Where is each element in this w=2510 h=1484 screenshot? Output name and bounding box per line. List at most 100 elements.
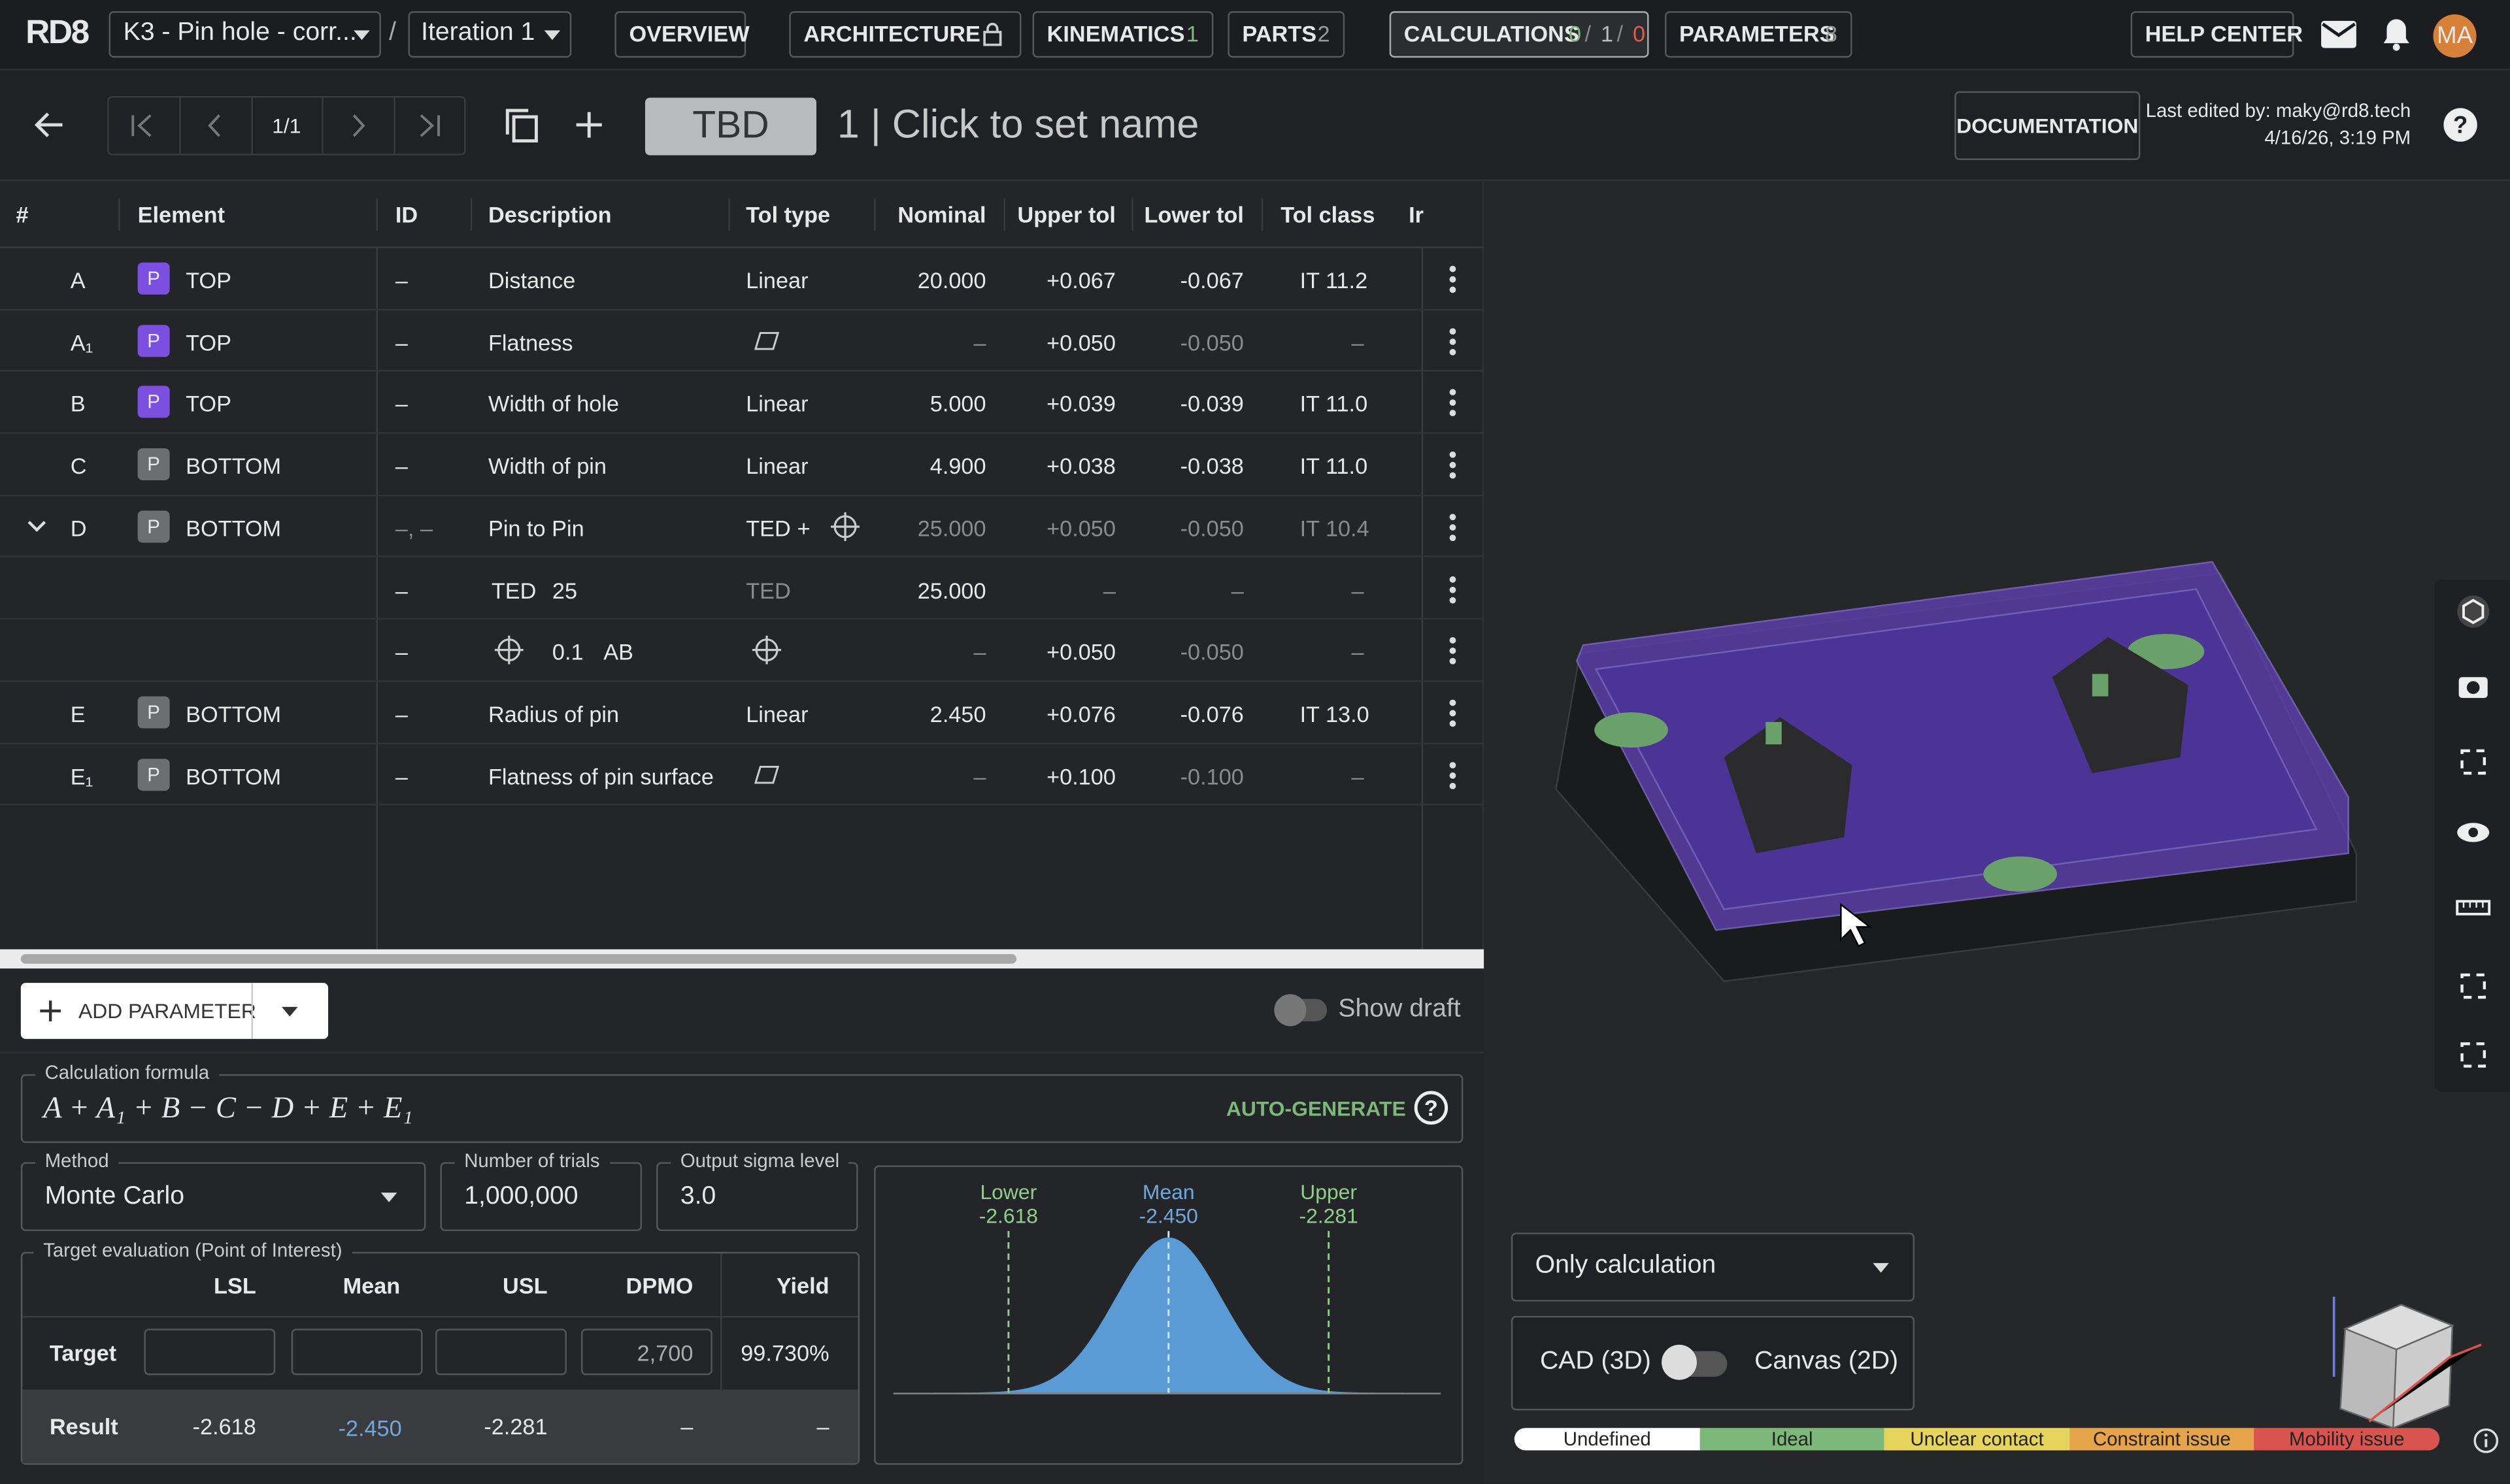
back-arrow[interactable]: [33, 109, 65, 141]
viewer-tool[interactable]: [2456, 970, 2491, 1002]
nav-tab[interactable]: [1032, 11, 1214, 58]
target-input[interactable]: [580, 1328, 712, 1376]
table-row[interactable]: [0, 558, 1484, 620]
documentation-button[interactable]: DOCUMENTATION: [1954, 91, 2141, 160]
cad-label: CAD (3D): [1539, 1347, 1651, 1376]
column-header: Lower tol: [1144, 201, 1244, 227]
column-header: USL: [502, 1272, 548, 1298]
help-icon[interactable]: ?: [2443, 107, 2478, 142]
yield-divider: [720, 1253, 722, 1464]
target-input[interactable]: [291, 1328, 423, 1376]
table-area: [0, 180, 1484, 970]
cell-el: TOP: [186, 391, 231, 417]
panel-divider: [0, 1051, 1484, 1053]
table-header: [0, 181, 1484, 248]
calculation-name[interactable]: 1 | Click to set name: [837, 102, 1199, 148]
table-row[interactable]: [0, 496, 1484, 558]
mail-icon[interactable]: [2321, 20, 2356, 48]
table-row[interactable]: [0, 310, 1484, 372]
table-row[interactable]: [0, 620, 1484, 682]
viewer-tool[interactable]: [2456, 816, 2491, 848]
cell-id: –: [395, 453, 408, 479]
row-menu[interactable]: [1448, 575, 1456, 603]
toolbar: [0, 70, 2510, 181]
input-field[interactable]: [20, 1162, 426, 1231]
viewer-tool[interactable]: [2456, 595, 2491, 628]
row-menu[interactable]: [1448, 389, 1456, 417]
pager-last: [420, 114, 440, 137]
help-center[interactable]: [2130, 11, 2294, 58]
filter-select[interactable]: [1511, 1232, 1915, 1302]
viewer-tool[interactable]: [2456, 1039, 2491, 1071]
scrollbar-thumb[interactable]: [20, 954, 1017, 964]
cell-desc: Radius of pin: [488, 701, 620, 727]
target-input[interactable]: [435, 1328, 567, 1376]
add-parameter-button[interactable]: [20, 983, 329, 1039]
table-row[interactable]: [0, 434, 1484, 496]
tab-badge: 0: [1569, 20, 1582, 47]
cell-low: –: [1231, 577, 1244, 603]
header-divider: [1261, 198, 1263, 231]
table-row[interactable]: [0, 744, 1484, 806]
cell-desc: Pin to Pin: [488, 515, 584, 541]
viewer-tool[interactable]: [2456, 746, 2491, 778]
column-header: Nominal: [897, 201, 986, 227]
cell-cls: IT 11.0: [1299, 453, 1368, 479]
copy-icon[interactable]: [504, 107, 539, 144]
tab-badge: 0: [1632, 20, 1646, 47]
viewer-tool[interactable]: [2456, 892, 2491, 924]
avatar[interactable]: MA: [2433, 14, 2477, 58]
pager-prev: [208, 114, 220, 137]
cell-n: A₁: [70, 329, 93, 355]
row-menu[interactable]: [1448, 699, 1456, 727]
view-cube[interactable]: [2321, 1281, 2497, 1441]
row-menu[interactable]: [1448, 761, 1456, 789]
cell-nom: –: [973, 763, 986, 789]
project-select[interactable]: [109, 11, 381, 58]
row-menu[interactable]: [1448, 513, 1456, 541]
nav-tab[interactable]: [1228, 11, 1345, 58]
tab-badge: 2: [1317, 20, 1330, 47]
nav-tab[interactable]: [1389, 11, 1649, 58]
row-menu[interactable]: [1448, 452, 1456, 479]
cell-nom: 25.000: [917, 515, 986, 541]
cell-desc: TED: [491, 577, 537, 603]
tab-label: PARAMETERS: [1679, 20, 1835, 47]
flatness-icon: [754, 331, 780, 350]
column-header: Tol type: [746, 201, 831, 227]
flatness-icon: [754, 765, 780, 783]
nav-tab[interactable]: [614, 11, 746, 58]
nav-tab[interactable]: [789, 11, 1022, 58]
cell-desc-value: 0.1: [552, 638, 584, 665]
help-icon[interactable]: ?: [1413, 1090, 1448, 1125]
expand-chevron[interactable]: [27, 520, 46, 533]
row-menu[interactable]: [1448, 637, 1456, 665]
add-icon[interactable]: [575, 110, 603, 139]
cell-desc: Width of hole: [488, 391, 620, 417]
nav-tab[interactable]: [1664, 11, 1852, 58]
bell-icon[interactable]: [2382, 18, 2411, 51]
table-row[interactable]: [0, 682, 1484, 744]
table-row[interactable]: [0, 372, 1484, 435]
result-dpmo: –: [680, 1413, 694, 1440]
auto-generate[interactable]: AUTO-GENERATE: [1226, 1097, 1406, 1121]
legend-item: Mobility issue: [2254, 1428, 2440, 1451]
distribution-box: [874, 1165, 1464, 1465]
column-header: DPMO: [626, 1272, 694, 1298]
row-menu[interactable]: [1448, 265, 1456, 293]
table-row[interactable]: [0, 248, 1484, 310]
tab-label: PARTS: [1242, 20, 1317, 47]
info-icon[interactable]: [2473, 1428, 2499, 1453]
status-chip[interactable]: TBD: [644, 97, 816, 156]
cell-nom: 2.450: [929, 701, 986, 727]
row-menu[interactable]: [1448, 327, 1456, 355]
target-input[interactable]: [144, 1328, 276, 1376]
viewer-tool[interactable]: [2456, 669, 2491, 701]
formula-field[interactable]: [20, 1074, 1464, 1144]
cell-id: –: [395, 267, 408, 293]
iteration-select[interactable]: [408, 11, 572, 58]
cell-n: D: [70, 515, 87, 541]
lock-icon: [983, 22, 1002, 46]
column-header: Tol class: [1280, 201, 1375, 227]
canvas-label: Canvas (2D): [1754, 1347, 1899, 1376]
